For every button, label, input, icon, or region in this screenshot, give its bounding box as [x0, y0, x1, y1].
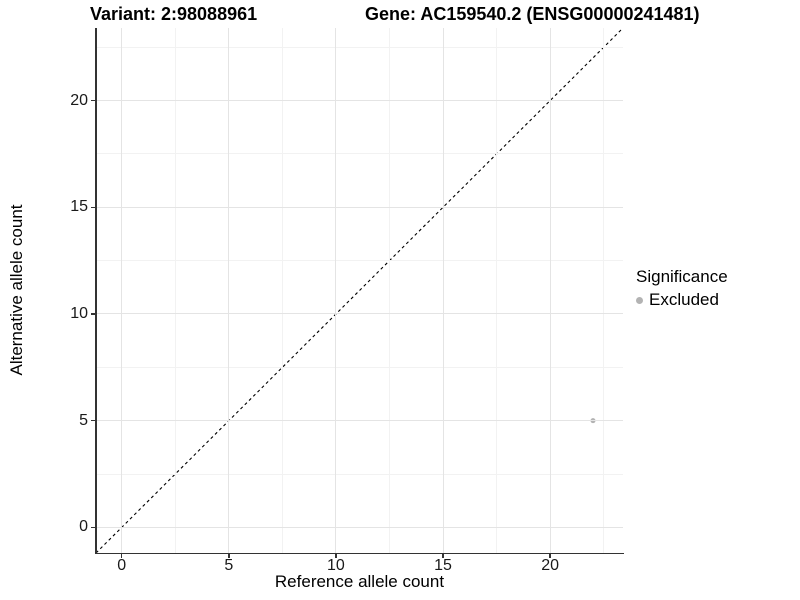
- major-gridline-vertical: [549, 28, 551, 553]
- x-axis-tick: [549, 554, 551, 558]
- y-axis-tick: [91, 99, 95, 102]
- minor-gridline-vertical: [174, 28, 176, 553]
- major-gridline-horizontal: [96, 100, 623, 102]
- legend-item-excluded: Excluded: [636, 290, 728, 310]
- major-gridline-vertical: [121, 28, 123, 553]
- x-axis-tick: [120, 554, 123, 558]
- x-tick-label: 5: [224, 557, 234, 574]
- y-tick-label: 5: [79, 411, 88, 429]
- x-tick-label: 15: [434, 557, 452, 574]
- legend: Significance Excluded: [636, 267, 728, 310]
- y-tick-label: 15: [70, 198, 88, 216]
- y-axis-line: [95, 28, 97, 554]
- x-axis-tick: [335, 554, 337, 558]
- x-tick-label: 10: [327, 557, 345, 574]
- legend-item-label: Excluded: [649, 290, 719, 309]
- x-axis-tick: [442, 554, 444, 558]
- excluded-marker-icon: [636, 296, 643, 304]
- x-axis-title: Reference allele count: [274, 572, 445, 591]
- x-tick-label: 0: [117, 557, 127, 574]
- major-gridline-vertical: [442, 28, 444, 553]
- y-tick-label: 20: [70, 91, 88, 109]
- minor-gridline-vertical: [281, 28, 283, 553]
- minor-gridline-horizontal: [96, 46, 623, 48]
- major-gridline-vertical: [335, 28, 337, 553]
- major-gridline-horizontal: [96, 313, 623, 315]
- major-gridline-horizontal: [96, 206, 623, 208]
- major-gridline-vertical: [228, 28, 230, 553]
- x-tick-label: 20: [541, 557, 560, 574]
- y-axis-tick: [91, 526, 95, 529]
- minor-gridline-horizontal: [96, 366, 623, 368]
- minor-gridline-vertical: [496, 28, 498, 553]
- plot-panel: [96, 28, 623, 553]
- minor-gridline-horizontal: [96, 260, 623, 262]
- y-tick-label: 10: [70, 304, 88, 322]
- minor-gridline-horizontal: [96, 153, 623, 155]
- variant-title: Variant: 2:98088961: [90, 4, 258, 24]
- y-axis-tick: [91, 313, 95, 315]
- legend-title: Significance: [636, 267, 728, 286]
- y-axis-title: Alternative allele count: [7, 204, 26, 376]
- y-axis-tick: [91, 419, 95, 422]
- identity-line: [96, 28, 623, 553]
- y-tick-label: 0: [79, 518, 88, 536]
- minor-gridline-vertical: [603, 28, 605, 553]
- minor-gridline-vertical: [388, 28, 390, 553]
- major-gridline-horizontal: [96, 420, 623, 422]
- x-axis-tick: [228, 554, 230, 558]
- x-axis-line: [95, 552, 624, 554]
- minor-gridline-horizontal: [96, 473, 623, 475]
- gene-title: Gene: AC159540.2 (ENSG00000241481): [365, 4, 700, 24]
- major-gridline-horizontal: [96, 526, 623, 528]
- y-axis-tick: [91, 206, 95, 209]
